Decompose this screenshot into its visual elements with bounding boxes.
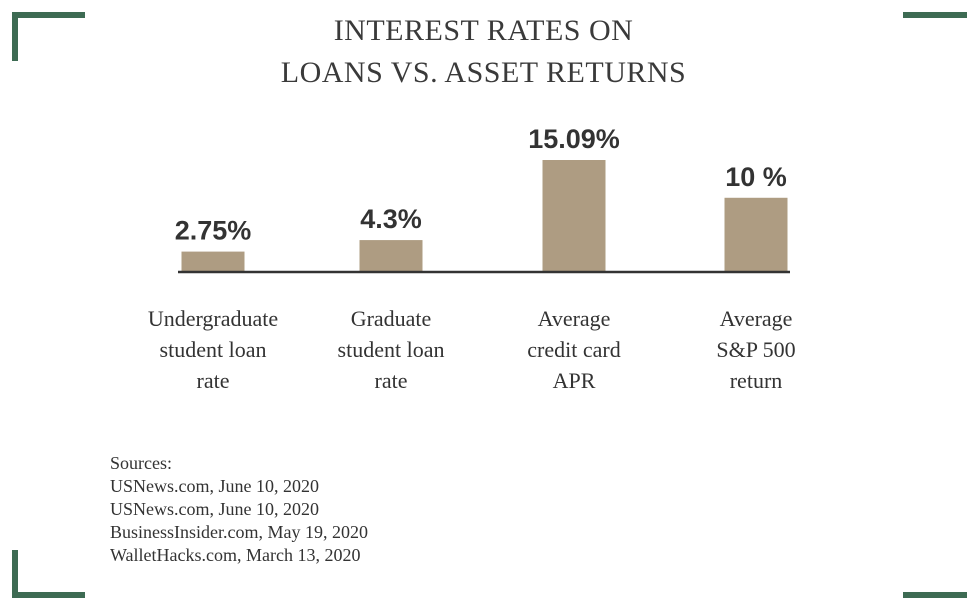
category-label-line: S&P 500 [716, 337, 795, 362]
corner-bracket-top-left-vertical [12, 12, 18, 61]
category-label-line: Average [538, 306, 611, 331]
chart-title-line-2: LOANS VS. ASSET RETURNS [280, 56, 687, 89]
category-label-line: student loan [160, 337, 267, 362]
category-label-line: APR [553, 368, 596, 393]
chart-title: INTEREST RATES ON LOANS VS. ASSET RETURN… [0, 10, 967, 94]
bar-value-label: 15.09% [528, 124, 620, 154]
bar [359, 240, 423, 272]
corner-bracket-bottom-left-vertical [12, 550, 18, 598]
source-item: WalletHacks.com, March 13, 2020 [110, 545, 361, 565]
chart-title-line-1: INTEREST RATES ON [333, 14, 634, 47]
category-label: Average credit card APR [527, 306, 620, 393]
category-label-line: rate [197, 368, 230, 393]
corner-bracket-top-left-horizontal [12, 12, 85, 18]
bar [542, 160, 606, 272]
sources-block: Sources: USNews.com, June 10, 2020 USNew… [110, 452, 368, 567]
bar-value-label: 10 % [725, 162, 787, 192]
bar [181, 251, 245, 272]
source-item: USNews.com, June 10, 2020 [110, 476, 319, 496]
category-label-line: Average [720, 306, 793, 331]
category-label: Average S&P 500 return [716, 306, 795, 393]
source-item: BusinessInsider.com, May 19, 2020 [110, 522, 368, 542]
bar-chart: 2.75% Undergraduate student loan rate 4.3% Gr… [148, 124, 796, 393]
corner-bracket-bottom-left-horizontal [12, 592, 85, 598]
bar-value-label: 2.75% [175, 216, 252, 246]
source-item: USNews.com, June 10, 2020 [110, 499, 319, 519]
category-label-line: Graduate [351, 306, 432, 331]
category-label: Undergraduate student loan rate [148, 306, 278, 393]
category-label-line: Undergraduate [148, 306, 278, 331]
category-label-line: rate [375, 368, 408, 393]
bar [724, 197, 788, 272]
corner-bracket-top-right-horizontal [903, 12, 967, 18]
category-label-line: student loan [338, 337, 445, 362]
category-label-line: credit card [527, 337, 620, 362]
category-label-line: return [730, 368, 783, 393]
sources-heading: Sources: [110, 453, 172, 473]
category-label: Graduate student loan rate [338, 306, 445, 393]
bar-value-label: 4.3% [360, 204, 422, 234]
corner-bracket-bottom-right-horizontal [903, 592, 967, 598]
